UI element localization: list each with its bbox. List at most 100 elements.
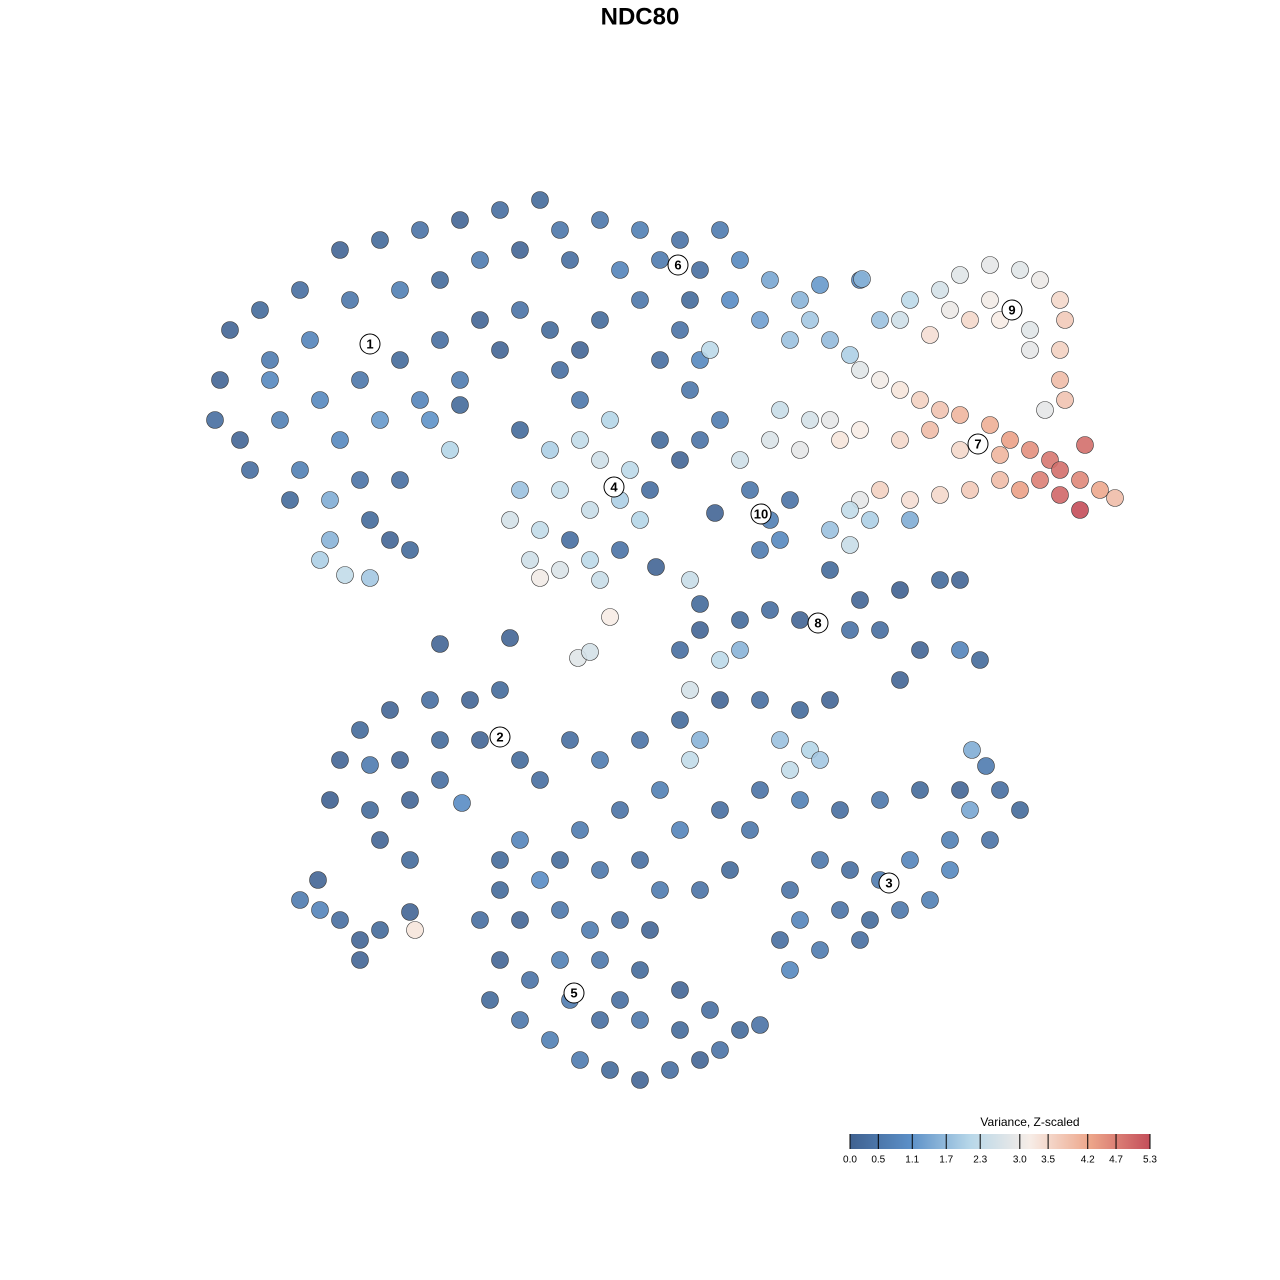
point [951, 781, 969, 799]
point [291, 281, 309, 299]
point [491, 201, 509, 219]
point [801, 411, 819, 429]
cluster-label: 10 [754, 506, 768, 521]
colorbar-tick-label: 5.3 [1143, 1155, 1157, 1166]
point [401, 541, 419, 559]
point [871, 481, 889, 499]
point [821, 411, 839, 429]
colorbar-tick-label: 1.1 [905, 1155, 919, 1166]
point [671, 231, 689, 249]
point [301, 331, 319, 349]
point [631, 511, 649, 529]
point [1051, 461, 1069, 479]
point [581, 921, 599, 939]
point [241, 461, 259, 479]
point [781, 881, 799, 899]
point [531, 771, 549, 789]
point [991, 471, 1009, 489]
point [1051, 291, 1069, 309]
point [821, 521, 839, 539]
point [841, 346, 859, 364]
point [1056, 391, 1074, 409]
point [931, 401, 949, 419]
point [1091, 481, 1109, 499]
point [561, 531, 579, 549]
point [671, 981, 689, 999]
point [731, 1021, 749, 1039]
point [309, 871, 327, 889]
point [601, 411, 619, 429]
point [951, 641, 969, 659]
point [371, 411, 389, 429]
point [331, 911, 349, 929]
point [901, 511, 919, 529]
point [281, 491, 299, 509]
point [611, 991, 629, 1009]
point [261, 371, 279, 389]
point [631, 731, 649, 749]
point [871, 791, 889, 809]
point [781, 761, 799, 779]
cluster-label: 5 [570, 985, 577, 1000]
point [611, 261, 629, 279]
colorbar-ticks: 0.0 0.5 1.1 1.7 2.3 3.0 3.5 4.2 4.7 5.3 [843, 1134, 1157, 1166]
point [951, 441, 969, 459]
point [371, 231, 389, 249]
point [941, 861, 959, 879]
point [1036, 401, 1054, 419]
point [861, 911, 879, 929]
point [771, 731, 789, 749]
point [706, 504, 724, 522]
point [511, 241, 529, 259]
cluster-label: 8 [814, 615, 821, 630]
point [831, 901, 849, 919]
point [361, 801, 379, 819]
point [911, 781, 929, 799]
point [911, 641, 929, 659]
point [681, 291, 699, 309]
point [671, 321, 689, 339]
point [591, 861, 609, 879]
point [1021, 341, 1039, 359]
point [421, 411, 439, 429]
point [531, 871, 549, 889]
point [1011, 261, 1029, 279]
point [531, 569, 549, 587]
point [741, 481, 759, 499]
point [421, 691, 439, 709]
point [341, 291, 359, 309]
point [251, 301, 269, 319]
point [951, 571, 969, 589]
point [911, 391, 929, 409]
point [261, 351, 279, 369]
point [791, 611, 809, 629]
point [751, 781, 769, 799]
point [331, 241, 349, 259]
point [921, 891, 939, 909]
point [331, 751, 349, 769]
point [611, 541, 629, 559]
point [841, 861, 859, 879]
point [741, 821, 759, 839]
colorbar-tick-label: 0.0 [843, 1155, 857, 1166]
point [1051, 486, 1069, 504]
point [581, 643, 599, 661]
point [521, 971, 539, 989]
point [571, 1051, 589, 1069]
point [921, 326, 939, 344]
point [551, 361, 569, 379]
point [791, 441, 809, 459]
point [851, 421, 869, 439]
point [901, 491, 919, 509]
point [1031, 471, 1049, 489]
point [961, 801, 979, 819]
point [681, 751, 699, 769]
point [681, 681, 699, 699]
point [1021, 321, 1039, 339]
point [811, 941, 829, 959]
colorbar-tick-label: 0.5 [871, 1155, 885, 1166]
point [571, 821, 589, 839]
point [651, 881, 669, 899]
point [921, 421, 939, 439]
point [821, 331, 839, 349]
